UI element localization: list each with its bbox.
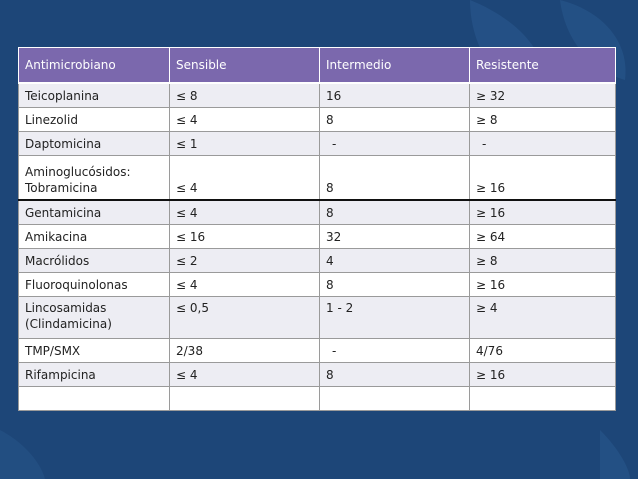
table-row: Macrólidos ≤ 2 4 ≥ 8 xyxy=(18,248,616,273)
cell-resistente: ≥ 64 xyxy=(469,224,616,249)
cell-drug: Rifampicina xyxy=(18,362,170,387)
cell-intermedio: 4 xyxy=(319,248,470,273)
cell-sensible: ≤ 4 xyxy=(169,107,320,132)
table-row: Aminoglucósidos: Tobramicina ≤ 4 8 ≥ 16 xyxy=(18,155,616,201)
cell-intermedio: 8 xyxy=(319,155,470,201)
cell-sensible: ≤ 0,5 xyxy=(169,296,320,339)
cell-intermedio: - xyxy=(319,338,470,363)
cell-empty xyxy=(319,386,470,411)
cell-resistente: ≥ 4 xyxy=(469,296,616,339)
cell-sensible: 2/38 xyxy=(169,338,320,363)
drug-subname: (Clindamicina) xyxy=(25,317,112,331)
table-row: Fluoroquinolonas ≤ 4 8 ≥ 16 xyxy=(18,272,616,297)
drug-name: Tobramicina xyxy=(25,181,98,195)
cell-resistente: ≥ 16 xyxy=(469,155,616,201)
table-row: Gentamicina ≤ 4 8 ≥ 16 xyxy=(18,199,616,225)
cell-intermedio: 8 xyxy=(319,362,470,387)
cell-empty xyxy=(18,386,170,411)
cell-sensible: ≤ 2 xyxy=(169,248,320,273)
cell-empty xyxy=(469,386,616,411)
cell-drug: Lincosamidas (Clindamicina) xyxy=(18,296,170,339)
cell-intermedio: 32 xyxy=(319,224,470,249)
cell-intermedio: - xyxy=(319,131,470,156)
cell-drug: Gentamicina xyxy=(18,199,170,225)
table-row: TMP/SMX 2/38 - 4/76 xyxy=(18,338,616,363)
resistance-table-container: Antimicrobiano Sensible Intermedio Resis… xyxy=(18,47,616,411)
table-row: Rifampicina ≤ 4 8 ≥ 16 xyxy=(18,362,616,387)
header-antimicrobiano: Antimicrobiano xyxy=(18,47,170,84)
cell-sensible: ≤ 16 xyxy=(169,224,320,249)
cell-sensible: ≤ 8 xyxy=(169,82,320,108)
cell-drug: Amikacina xyxy=(18,224,170,249)
cell-drug: TMP/SMX xyxy=(18,338,170,363)
cell-resistente: ≥ 16 xyxy=(469,199,616,225)
cell-drug: Aminoglucósidos: Tobramicina xyxy=(18,155,170,201)
cell-sensible: ≤ 4 xyxy=(169,272,320,297)
cell-drug: Macrólidos xyxy=(18,248,170,273)
header-intermedio: Intermedio xyxy=(319,47,470,84)
table-row: Daptomicina ≤ 1 - - xyxy=(18,131,616,156)
cell-intermedio: 8 xyxy=(319,199,470,225)
cell-resistente: ≥ 16 xyxy=(469,362,616,387)
cell-drug: Fluoroquinolonas xyxy=(18,272,170,297)
cell-intermedio: 8 xyxy=(319,272,470,297)
cell-resistente: - xyxy=(469,131,616,156)
cell-intermedio: 8 xyxy=(319,107,470,132)
cell-empty xyxy=(169,386,320,411)
drug-group-label: Aminoglucósidos: xyxy=(25,165,131,179)
cell-intermedio: 1 - 2 xyxy=(319,296,470,339)
cell-sensible: ≤ 1 xyxy=(169,131,320,156)
drug-name: Lincosamidas xyxy=(25,301,107,315)
cell-sensible: ≤ 4 xyxy=(169,155,320,201)
resistance-table: Antimicrobiano Sensible Intermedio Resis… xyxy=(18,47,616,411)
header-resistente: Resistente xyxy=(469,47,616,84)
cell-sensible: ≤ 4 xyxy=(169,199,320,225)
table-header-row: Antimicrobiano Sensible Intermedio Resis… xyxy=(18,47,616,84)
header-sensible: Sensible xyxy=(169,47,320,84)
table-row: Linezolid ≤ 4 8 ≥ 8 xyxy=(18,107,616,132)
cell-resistente: ≥ 32 xyxy=(469,82,616,108)
cell-resistente: ≥ 16 xyxy=(469,272,616,297)
table-row: Teicoplanina ≤ 8 16 ≥ 32 xyxy=(18,82,616,108)
table-row: Amikacina ≤ 16 32 ≥ 64 xyxy=(18,224,616,249)
table-row-empty xyxy=(18,386,616,411)
cell-resistente: 4/76 xyxy=(469,338,616,363)
cell-drug: Daptomicina xyxy=(18,131,170,156)
cell-drug: Linezolid xyxy=(18,107,170,132)
cell-drug: Teicoplanina xyxy=(18,82,170,108)
table-row: Lincosamidas (Clindamicina) ≤ 0,5 1 - 2 ≥… xyxy=(18,296,616,339)
cell-sensible: ≤ 4 xyxy=(169,362,320,387)
cell-intermedio: 16 xyxy=(319,82,470,108)
cell-resistente: ≥ 8 xyxy=(469,248,616,273)
cell-resistente: ≥ 8 xyxy=(469,107,616,132)
